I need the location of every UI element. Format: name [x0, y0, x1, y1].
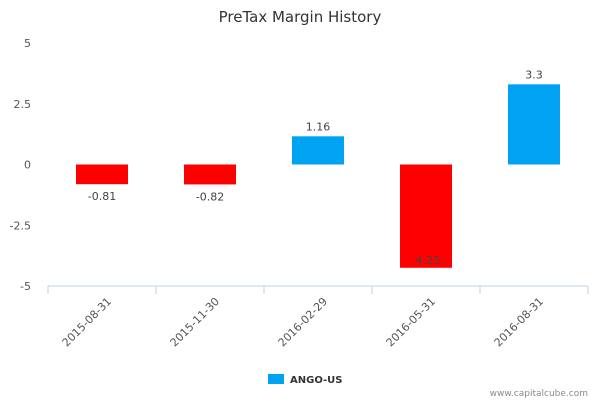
data-label: -0.81	[88, 190, 116, 203]
y-tick-label: -2.5	[10, 219, 31, 232]
bar[interactable]	[292, 136, 344, 165]
data-labels: -0.81 -0.82 1.16 -4.25 3.3	[88, 68, 543, 266]
data-label: 3.3	[525, 68, 543, 81]
data-label: -4.25	[412, 254, 440, 267]
x-tick-label: 2015-11-30	[168, 295, 222, 349]
x-axis-ticks: 2015-08-31 2015-11-30 2016-02-29 2016-05-31…	[47, 286, 589, 349]
data-label: -0.82	[196, 190, 224, 203]
bar[interactable]	[508, 84, 560, 165]
chart-title: PreTax Margin History	[219, 8, 382, 26]
x-tick-label: 2015-08-31	[60, 295, 114, 349]
legend-label: ANGO-US	[290, 375, 342, 386]
y-axis-ticks: 5 2.5 0 -2.5 -5	[10, 37, 31, 293]
bar[interactable]	[184, 164, 236, 185]
legend[interactable]: ANGO-US	[268, 374, 342, 386]
legend-swatch	[268, 374, 284, 384]
x-tick-label: 2016-05-31	[384, 295, 438, 349]
y-tick-label: 0	[24, 159, 31, 172]
y-tick-label: 5	[24, 37, 31, 50]
x-tick-label: 2016-08-31	[492, 295, 546, 349]
bar[interactable]	[400, 164, 452, 268]
x-tick-label: 2016-02-29	[276, 295, 330, 349]
bar[interactable]	[76, 164, 128, 185]
bars	[76, 84, 560, 268]
y-tick-label: -5	[20, 280, 31, 293]
y-tick-label: 2.5	[14, 98, 32, 111]
data-label: 1.16	[306, 120, 331, 133]
plot-area: -0.81 -0.82 1.16 -4.25 3.3	[76, 68, 560, 268]
credit-text: www.capitalcube.com	[490, 389, 588, 399]
